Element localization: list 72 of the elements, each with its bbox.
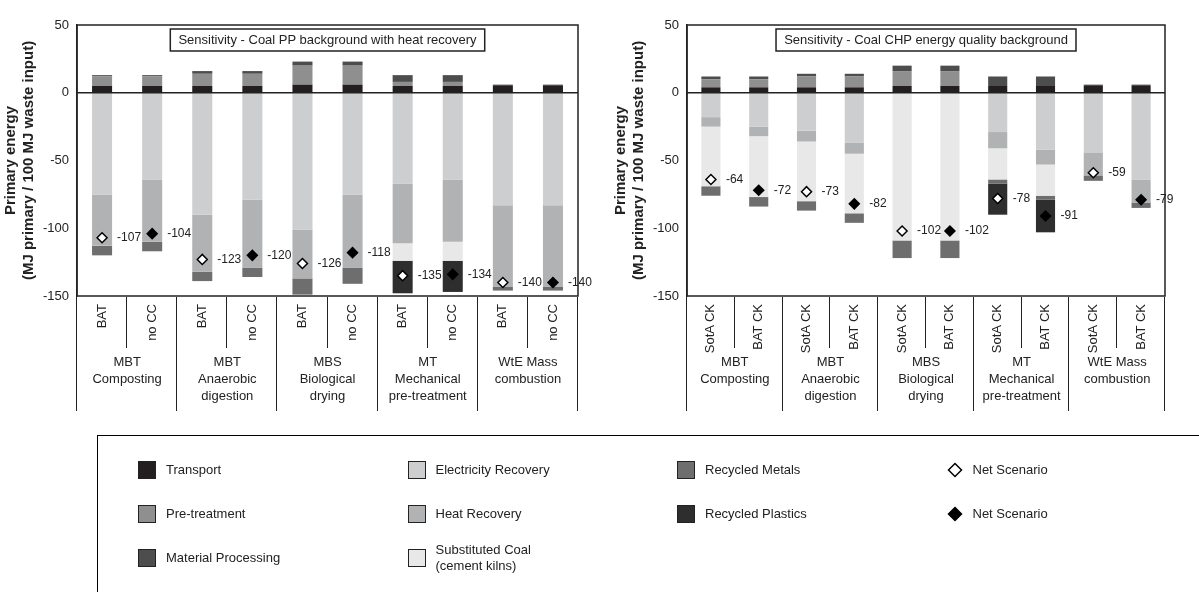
x-tick-label: BAT bbox=[394, 303, 410, 329]
y-tick-label: -150 bbox=[42, 287, 70, 303]
text: Sensitivity - Coal PP background with heat recovery bbox=[178, 31, 478, 47]
text: MBS Biological drying bbox=[299, 354, 356, 404]
data-label: -91 bbox=[1060, 208, 1079, 223]
x-tick-label: BAT bbox=[494, 303, 510, 329]
data-label: -73 bbox=[821, 183, 840, 198]
x-tick-label: BAT bbox=[294, 303, 310, 329]
x-tick-label: BAT bbox=[93, 303, 109, 329]
x-tick-label: BAT CK bbox=[750, 303, 766, 350]
x-tick-label: BAT bbox=[193, 303, 209, 329]
data-label: -104 bbox=[167, 225, 192, 240]
legend-label: Net Scenario bbox=[972, 506, 1048, 522]
text: Sensitivity - Coal CHP energy quality background bbox=[784, 31, 1068, 47]
data-label: -134 bbox=[467, 266, 493, 281]
legend-label: Pre-treatment bbox=[166, 506, 246, 522]
legend-label: Transport bbox=[166, 462, 222, 478]
data-label: -107 bbox=[117, 230, 142, 245]
y-axis-title: Primary energy (MJ primary / 100 MJ waste input) bbox=[611, 40, 647, 281]
x-tick-label: BAT CK bbox=[1037, 303, 1053, 350]
y-tick-label: 50 bbox=[54, 16, 70, 32]
legend-label: Substituted Coal (cement kilns) bbox=[435, 542, 531, 574]
x-tick-label: SotA CK bbox=[893, 303, 909, 354]
x-tick-label: BAT CK bbox=[941, 303, 957, 350]
text: MBT Anaerobic digestion bbox=[198, 354, 258, 404]
data-label: -123 bbox=[217, 251, 242, 266]
legend-label: Material Processing bbox=[166, 550, 281, 566]
data-label: -102 bbox=[917, 223, 942, 238]
data-label: -120 bbox=[267, 247, 292, 262]
x-tick-label: BAT CK bbox=[845, 303, 861, 350]
x-tick-label: no CC bbox=[243, 304, 259, 341]
legend-label: Recycled Plastics bbox=[705, 506, 807, 522]
data-label: -118 bbox=[367, 244, 392, 259]
x-tick-label: SotA CK bbox=[989, 303, 1005, 354]
data-label: -140 bbox=[517, 274, 543, 289]
legend-label: Recycled Metals bbox=[705, 462, 801, 478]
y-tick-label: 0 bbox=[61, 84, 70, 100]
y-tick-label: -100 bbox=[42, 219, 70, 235]
y-axis-title: Primary energy (MJ primary / 100 MJ waste input) bbox=[1, 40, 37, 281]
y-tick-label: -100 bbox=[652, 219, 680, 235]
data-label: -72 bbox=[773, 182, 792, 197]
data-label: -102 bbox=[964, 223, 990, 238]
x-tick-label: no CC bbox=[444, 304, 460, 341]
y-tick-label: -150 bbox=[652, 287, 680, 303]
data-label: -82 bbox=[869, 196, 887, 211]
text: WtE Mass combustion bbox=[494, 354, 562, 387]
text: MBT Anaerobic digestion bbox=[801, 354, 861, 404]
legend-label: Electricity Recovery bbox=[435, 462, 550, 478]
text: MT Mechanical pre-treatment bbox=[388, 354, 468, 404]
data-label: -135 bbox=[417, 267, 442, 282]
data-label: -78 bbox=[1012, 190, 1031, 205]
data-label: -59 bbox=[1108, 165, 1126, 180]
text: MT Mechanical pre-treatment bbox=[982, 354, 1061, 404]
x-tick-label: no CC bbox=[544, 304, 560, 341]
x-tick-label: no CC bbox=[143, 304, 159, 341]
x-tick-label: no CC bbox=[344, 304, 360, 341]
data-label: -64 bbox=[725, 171, 744, 186]
x-tick-label: BAT CK bbox=[1132, 303, 1148, 350]
legend-label: Heat Recovery bbox=[435, 506, 522, 522]
x-tick-label: SotA CK bbox=[1084, 303, 1100, 354]
text: MBS Biological drying bbox=[898, 354, 954, 404]
x-tick-label: SotA CK bbox=[798, 303, 814, 354]
data-label: -126 bbox=[317, 255, 342, 270]
text: WtE Mass combustion bbox=[1083, 354, 1151, 387]
x-tick-label: SotA CK bbox=[702, 303, 718, 354]
text: MBT Composting bbox=[700, 354, 770, 387]
y-tick-label: 0 bbox=[671, 84, 680, 100]
text: MBT Composting bbox=[92, 354, 162, 387]
y-tick-label: -50 bbox=[50, 152, 70, 168]
y-tick-label: -50 bbox=[660, 152, 680, 168]
y-tick-label: 50 bbox=[664, 16, 680, 32]
legend-label: Net Scenario bbox=[972, 462, 1048, 478]
